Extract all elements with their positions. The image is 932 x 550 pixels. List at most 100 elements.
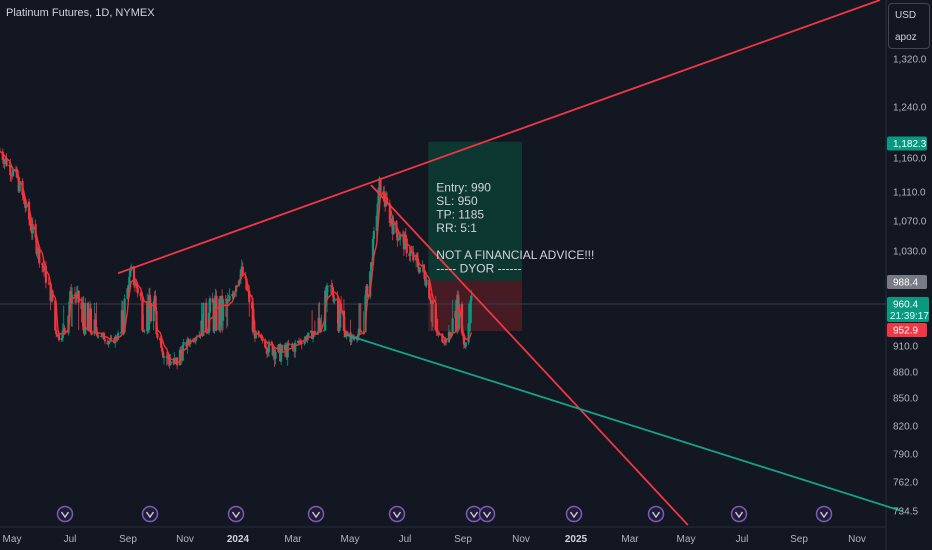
candle (132, 265, 136, 288)
candle (202, 302, 205, 336)
candle (375, 211, 378, 239)
annotation-line: Entry: 990 (436, 181, 491, 195)
candle (379, 177, 382, 196)
price-tick-label: 1,030.0 (893, 247, 927, 258)
candle (451, 299, 454, 335)
candle (357, 302, 361, 338)
candle (429, 295, 432, 301)
descending-trendline[interactable] (370, 184, 689, 526)
candle (141, 292, 144, 333)
candle (90, 330, 93, 336)
time-tick-label: Mar (284, 534, 302, 545)
event-marker-icon[interactable] (730, 505, 748, 523)
stop-loss-zone (428, 280, 523, 332)
event-marker-icon[interactable] (478, 505, 496, 523)
time-tick-label: 2024 (227, 534, 250, 545)
candle (326, 285, 330, 293)
candle (337, 297, 340, 334)
candle (405, 236, 408, 257)
candle (152, 298, 155, 331)
annotation-line: ----- DYOR ------ (436, 262, 521, 276)
event-marker-icon[interactable] (56, 505, 74, 523)
event-marker-icon[interactable] (388, 505, 406, 523)
candle (162, 353, 166, 365)
bar-countdown-label: 21:39:17 (890, 311, 929, 322)
time-tick-label: Jul (64, 534, 77, 545)
time-tick-label: Sep (454, 534, 472, 545)
candle (73, 286, 77, 304)
candle (29, 218, 33, 232)
candle (23, 196, 26, 205)
candle (77, 290, 80, 331)
price-tick-label: 1,240.0 (893, 103, 927, 114)
candle (156, 333, 159, 340)
stop-price-label: 952.9 (893, 326, 918, 337)
price-tick-label: 790.0 (893, 450, 918, 461)
candle (228, 288, 231, 302)
candle (423, 264, 426, 282)
candle (169, 353, 172, 366)
event-marker-icon[interactable] (307, 505, 325, 523)
time-tick-label: Jul (399, 534, 412, 545)
candle (143, 329, 146, 334)
candle (418, 267, 421, 274)
price-tick-label: 910.0 (893, 342, 918, 353)
entry-price-label: 988.4 (893, 278, 918, 289)
candle (84, 297, 87, 335)
resistance-trendline[interactable] (117, 0, 881, 275)
candle (318, 301, 321, 332)
support-trendline[interactable] (345, 333, 902, 512)
candle (215, 290, 218, 332)
candle (5, 153, 8, 168)
price-tick-label: 880.0 (893, 368, 918, 379)
candle (431, 295, 435, 327)
scale-mode-label: apoz (895, 32, 917, 43)
time-tick-label: Nov (512, 534, 530, 545)
candle (392, 215, 395, 235)
candle (464, 342, 467, 350)
stop-price-badge (887, 323, 927, 337)
candle (294, 339, 297, 359)
price-tick-label: 734.5 (893, 507, 918, 518)
time-tick-label: Nov (176, 534, 194, 545)
candle (372, 227, 376, 246)
candle (107, 340, 110, 348)
time-tick-label: May (3, 534, 22, 545)
currency-scale-button[interactable]: USD apoz (888, 3, 930, 49)
time-tick-label: Nov (848, 534, 866, 545)
candle (160, 339, 163, 349)
candle (458, 296, 461, 331)
event-marker-icon[interactable] (565, 505, 583, 523)
candle (333, 296, 336, 305)
price-tick-label: 1,160.0 (893, 154, 927, 165)
time-tick-label: May (677, 534, 696, 545)
moving-average-line (0, 150, 473, 364)
price-tick-label: 762.0 (893, 478, 918, 489)
candle (211, 292, 214, 303)
candle (121, 301, 124, 335)
time-tick-label: Sep (790, 534, 808, 545)
event-marker-icon[interactable] (227, 505, 245, 523)
time-tick-label: May (341, 534, 360, 545)
candle (116, 330, 120, 341)
entry-price-badge (887, 275, 927, 289)
price-tick-label: 1,320.0 (893, 55, 927, 66)
candle (358, 303, 361, 332)
target-price-label: 1,182.3 (893, 139, 927, 150)
candle (274, 348, 277, 365)
event-marker-icon[interactable] (141, 505, 159, 523)
candle (470, 289, 473, 323)
event-marker-icon[interactable] (815, 505, 833, 523)
price-tick-label: 1,110.0 (893, 188, 926, 199)
candle (148, 287, 152, 304)
event-marker-icon[interactable] (647, 505, 665, 523)
last-price-badge (887, 297, 929, 322)
candle (287, 339, 290, 346)
candle (208, 295, 212, 332)
candle (366, 283, 369, 298)
time-tick-label: 2025 (565, 534, 588, 545)
time-tick-label: Jul (736, 534, 749, 545)
candle (44, 260, 48, 289)
annotation-line: NOT A FINANCIAL ADVICE!!! (436, 248, 594, 262)
